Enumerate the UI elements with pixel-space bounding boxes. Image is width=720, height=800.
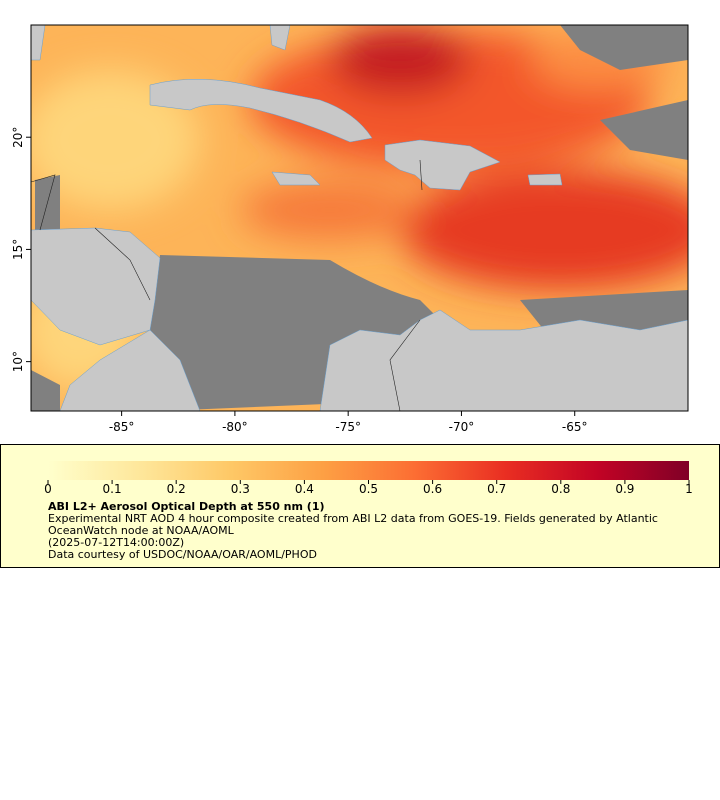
colorbar-tick-label: 0.5: [359, 482, 378, 496]
legend-panel: 0 0.1 0.2 0.3 0.4 0.5 0.6 0.7 0.8 0.9 1 ABI L2+ Ae…: [0, 444, 720, 568]
x-tick-label: -85°: [109, 420, 135, 434]
colorbar-tick-label: 0.6: [423, 482, 442, 496]
aod-field: [31, 25, 688, 411]
x-tick-label: -80°: [222, 420, 248, 434]
x-tick-label: -65°: [562, 420, 588, 434]
map-frame: [30, 24, 689, 412]
y-tick-label: 20°: [11, 127, 25, 148]
colorbar: 0 0.1 0.2 0.3 0.4 0.5 0.6 0.7 0.8 0.9 1: [44, 461, 693, 496]
colorbar-tick-label: 0.9: [615, 482, 634, 496]
legend-title: ABI L2+ Aerosol Optical Depth at 550 nm …: [48, 500, 325, 513]
colorbar-tick-label: 0.4: [295, 482, 314, 496]
colorbar-tick-label: 1: [685, 482, 693, 496]
colorbar-tick-label: 0.2: [167, 482, 186, 496]
colorbar-tick-label: 0.3: [231, 482, 250, 496]
y-tick-label: 10°: [11, 351, 25, 372]
legend-line: Experimental NRT AOD 4 hour composite cr…: [48, 512, 658, 537]
colorbar-tick-label: 0.7: [487, 482, 506, 496]
colorbar-tick-label: 0: [44, 482, 52, 496]
legend-line: Data courtesy of USDOC/NOAA/OAR/AOML/PHO…: [48, 548, 317, 561]
colorbar-tick-label: 0.8: [551, 482, 570, 496]
y-tick-label: 15°: [11, 239, 25, 260]
legend-line: (2025-07-12T14:00:00Z): [48, 536, 185, 549]
x-tick-label: -75°: [335, 420, 361, 434]
x-tick-label: -70°: [449, 420, 475, 434]
colorbar-tick-label: 0.1: [103, 482, 122, 496]
map: -85° -80° -75° -70° -65° 10° 15° 20°: [11, 24, 689, 434]
colorbar-ramp: [48, 461, 689, 480]
legend-text: ABI L2+ Aerosol Optical Depth at 550 nm …: [48, 501, 698, 561]
